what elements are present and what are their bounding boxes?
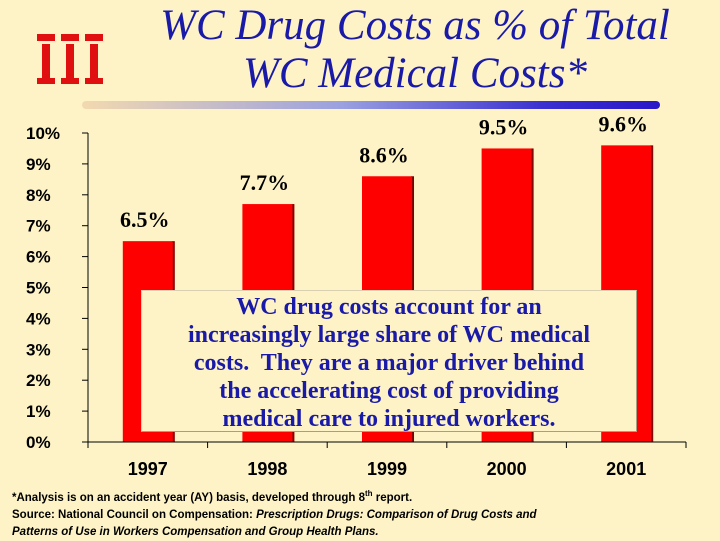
wcri-logo-icon [37,34,103,84]
x-axis: 1997 1998 1999 2000 2001 [87,441,687,479]
annotation-callout: WC drug costs account for an increasingl… [141,290,637,432]
page-title: WC Drug Costs as % of Total WC Medical C… [115,2,715,98]
data-label: 9.6% [598,111,648,136]
y-tick-label: 1% [26,402,51,421]
y-tick-label: 2% [26,371,51,390]
x-tick-label: 1999 [367,459,407,479]
footnote-line-2: Source: National Council on Compensation… [12,508,537,521]
y-tick-label: 5% [26,279,51,298]
x-tick-label: 1997 [128,459,168,479]
y-tick-label: 3% [26,340,51,359]
callout-line-4: the accelerating cost of providing [219,378,559,404]
bar-shadow [650,145,654,443]
y-tick-label: 6% [26,248,51,267]
data-label: 9.5% [479,114,529,139]
title-divider [82,101,660,109]
x-tick-label: 1998 [247,459,287,479]
x-tick-label: 2000 [487,459,527,479]
callout-line-3: costs. They are a major driver behind [193,350,585,376]
callout-line-1: WC drug costs account for an [236,294,542,320]
y-tick-label: 8% [26,186,51,205]
callout-line-2: increasingly large share of WC medical [188,322,590,348]
y-tick-label: 7% [26,217,51,236]
data-label: 7.7% [240,170,290,195]
title-line-1: WC Drug Costs as % of Total [160,2,670,49]
y-tick-label: 9% [26,155,51,174]
footnote-line-3: Patterns of Use in Workers Compensation … [12,525,379,538]
footnote-line-1: *Analysis is on an accident year (AY) ba… [12,489,413,504]
y-tick-label: 4% [26,309,51,328]
title-line-2: WC Medical Costs* [243,50,587,97]
y-axis: 0% 1% 2% 3% 4% 5% 6% 7% 8% 9% 10% [26,124,89,452]
x-tick-label: 2001 [606,459,646,479]
y-tick-label: 0% [26,433,51,452]
data-label: 8.6% [359,142,409,167]
y-tick-label: 10% [26,124,60,143]
data-label: 6.5% [120,207,170,232]
footnote: *Analysis is on an accident year (AY) ba… [12,485,712,541]
callout-line-5: medical care to injured workers. [222,406,556,432]
